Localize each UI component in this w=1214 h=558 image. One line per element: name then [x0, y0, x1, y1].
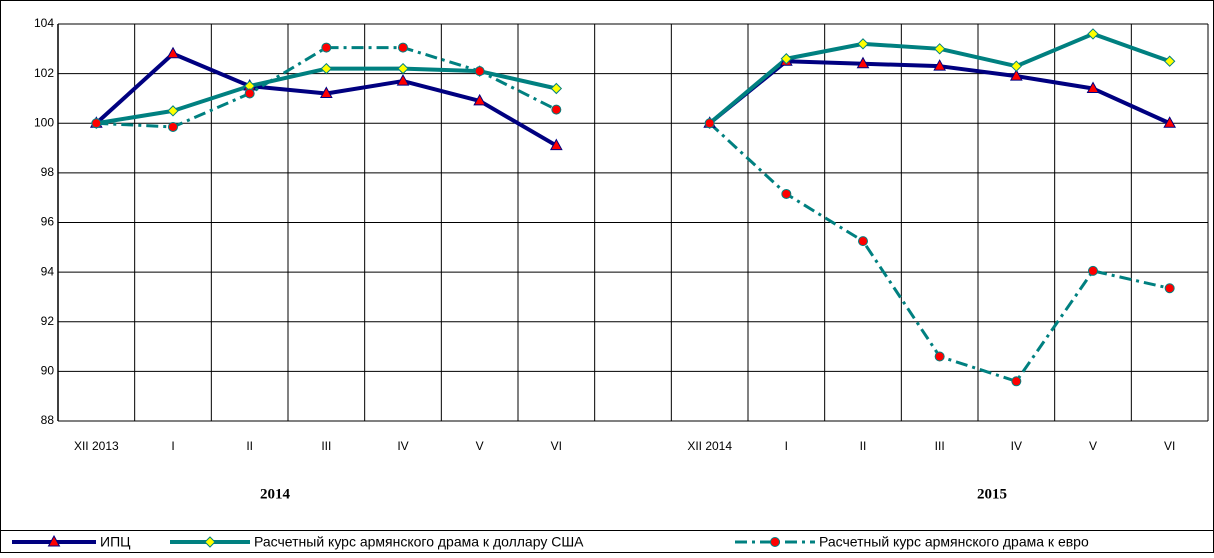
y-tick-label: 104 [34, 16, 54, 30]
marker [781, 188, 792, 199]
marker [933, 43, 946, 55]
marker [934, 351, 945, 362]
x-tick-label: XII 2014 [687, 439, 732, 453]
legend-label: ИПЦ [100, 534, 131, 550]
marker [933, 59, 947, 71]
legend-label: Расчетный курс армянского драма к доллар… [254, 534, 584, 550]
marker [1163, 116, 1177, 128]
year-label: 2014 [260, 486, 291, 502]
marker [858, 236, 868, 247]
x-tick-label: III [321, 439, 331, 453]
marker [397, 62, 409, 75]
legend-marker [204, 536, 216, 548]
legend-label: Расчетный курс армянского драма к евро [819, 534, 1089, 550]
marker [1163, 55, 1176, 67]
marker [473, 93, 487, 106]
marker [1009, 69, 1023, 81]
marker [474, 66, 485, 77]
marker [550, 82, 563, 95]
x-tick-label: IV [1011, 439, 1022, 453]
marker [780, 53, 793, 65]
marker [1088, 265, 1098, 276]
marker [549, 138, 563, 151]
marker [398, 42, 408, 53]
x-tick-label: IV [397, 439, 408, 453]
x-tick-label: I [785, 439, 788, 453]
y-tick-label: 88 [41, 413, 55, 427]
y-tick-label: 92 [41, 314, 55, 328]
x-tick-label: V [476, 439, 484, 453]
y-tick-label: 98 [41, 165, 55, 179]
marker [857, 38, 869, 50]
marker [1011, 376, 1022, 387]
marker [856, 56, 870, 69]
marker [1087, 28, 1099, 40]
x-tick-label: VI [1164, 439, 1175, 453]
x-tick-label: XII 2013 [74, 439, 119, 453]
year-label: 2015 [977, 486, 1007, 502]
marker [1086, 81, 1100, 94]
marker [321, 42, 332, 53]
marker [319, 86, 333, 98]
legend-marker [47, 534, 61, 547]
y-tick-label: 100 [34, 115, 54, 129]
marker [244, 88, 255, 99]
marker [91, 118, 102, 129]
marker [396, 74, 410, 86]
marker [168, 121, 178, 132]
x-tick-label: II [860, 439, 867, 453]
x-tick-label: I [171, 439, 174, 453]
x-tick-label: VI [551, 439, 562, 453]
marker [551, 104, 562, 115]
marker [167, 105, 179, 117]
marker [704, 118, 715, 129]
x-tick-label: V [1089, 439, 1097, 453]
y-tick-label: 90 [41, 364, 55, 378]
y-tick-label: 102 [34, 66, 54, 80]
marker [166, 46, 180, 59]
x-tick-label: III [935, 439, 945, 453]
y-tick-label: 94 [41, 264, 55, 278]
x-tick-label: II [246, 439, 253, 453]
y-tick-label: 96 [41, 215, 55, 229]
legend-marker [770, 537, 780, 547]
marker [1164, 283, 1175, 294]
marker [320, 62, 333, 75]
marker [1010, 60, 1023, 72]
